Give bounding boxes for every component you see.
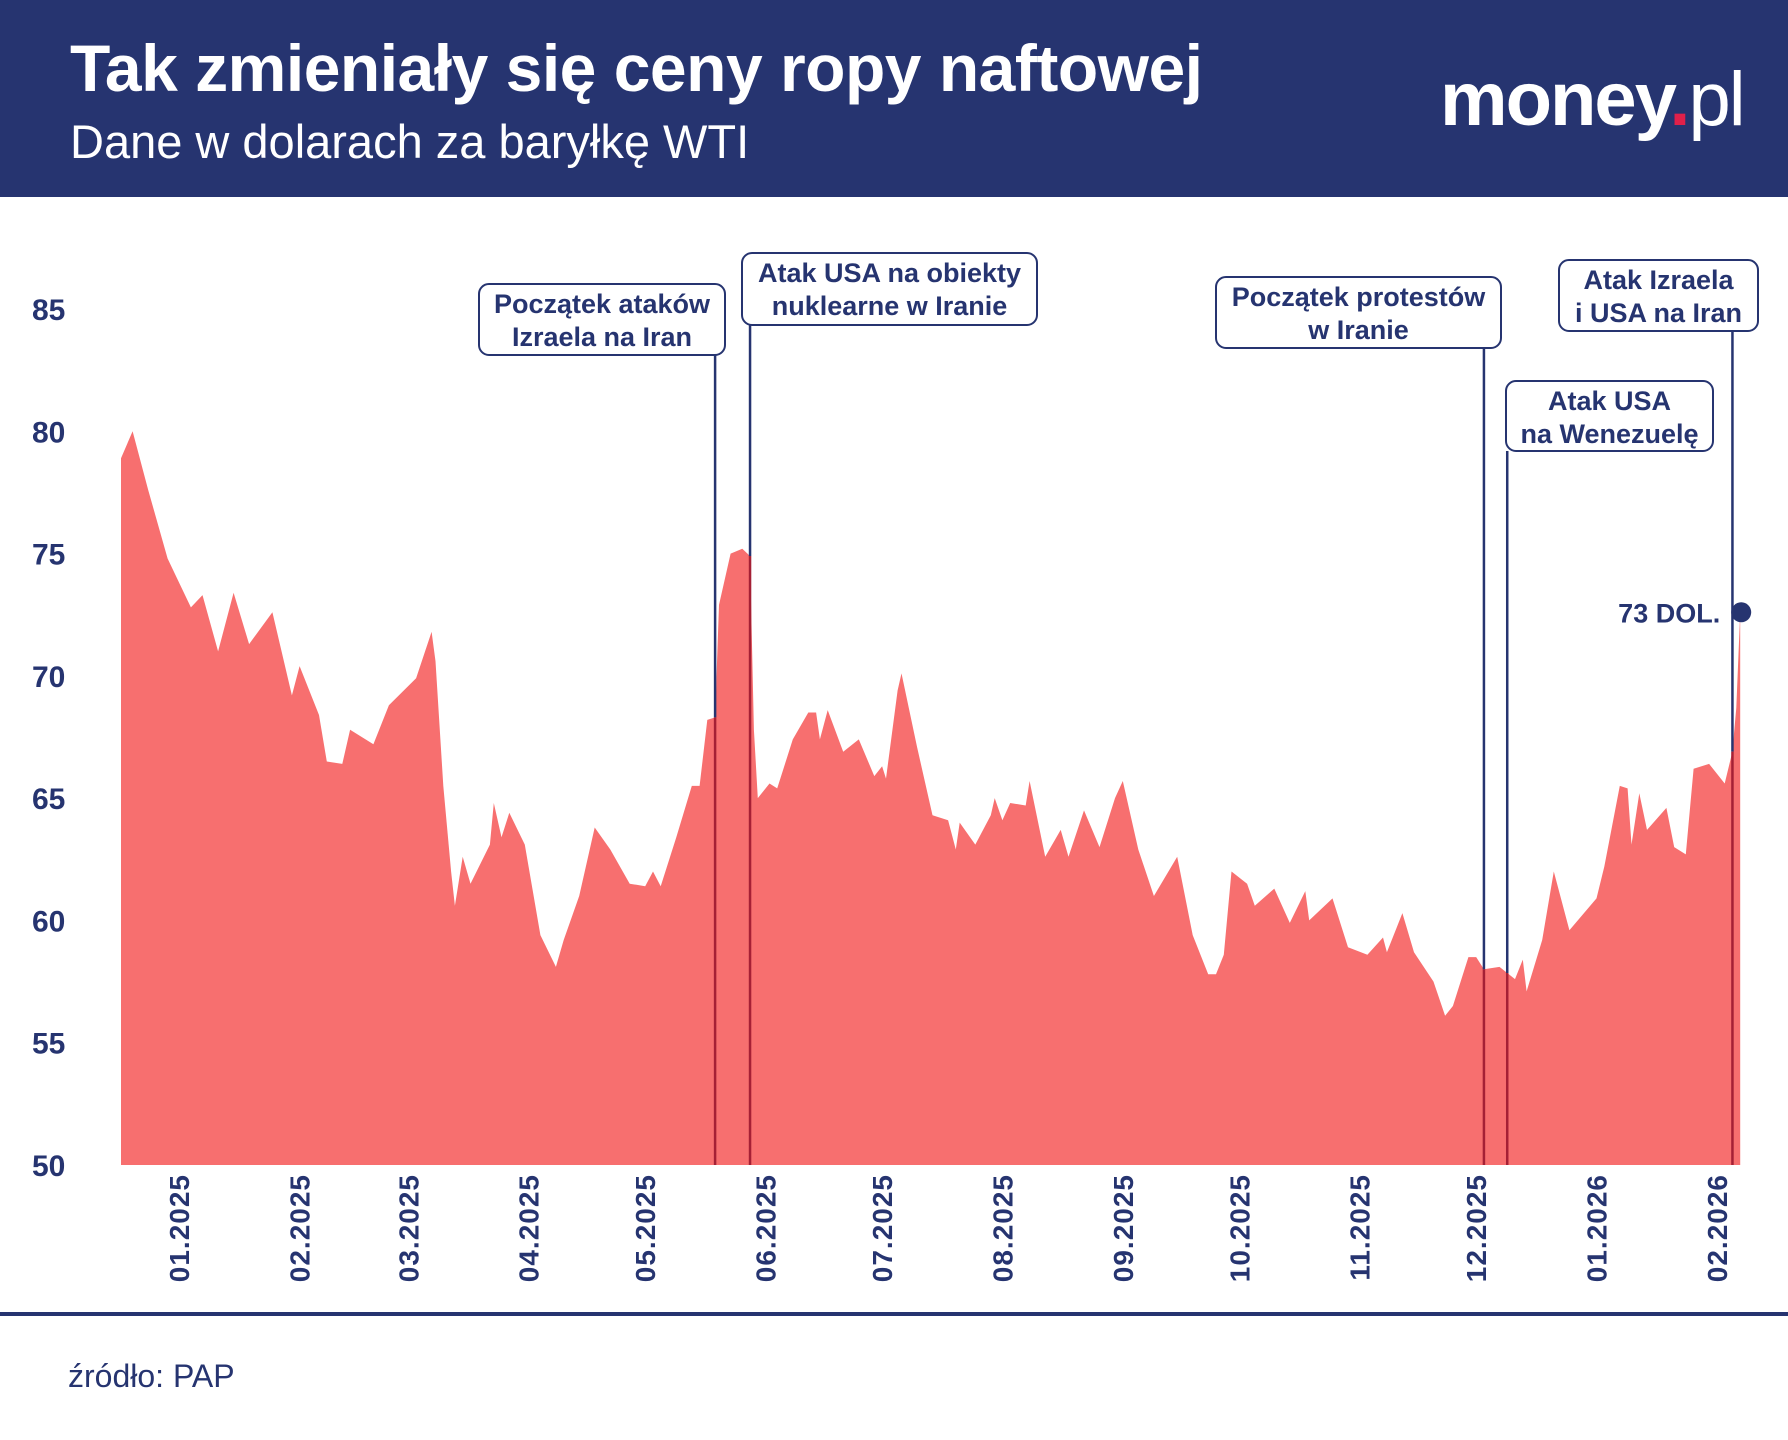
oil-price-chart: 50 55 60 65 70 75 80 85 01.2025 02.2025 03.2025 04.… — [32, 252, 1759, 1282]
price-area — [121, 431, 1741, 1165]
logo-main: money — [1440, 57, 1671, 142]
event-annotation-text: Atak USA — [1548, 386, 1671, 416]
event-annotation-text: Atak USA na obiekty — [758, 258, 1021, 288]
last-value-dot — [1731, 602, 1752, 623]
x-tick-label: 07.2025 — [867, 1174, 898, 1282]
logo-suffix: pl — [1688, 57, 1745, 142]
event-annotation-box — [1215, 276, 1502, 349]
event-annotation-text: Początek ataków — [494, 289, 711, 319]
bottom-divider — [0, 1312, 1788, 1316]
event-annotation-text: Izraela na Iran — [512, 322, 692, 352]
source-note: źródło: PAP — [68, 1358, 235, 1394]
event-annotation-text: Atak Izraela — [1583, 265, 1734, 295]
x-tick-label: 04.2025 — [514, 1174, 545, 1282]
x-tick-label: 12.2025 — [1461, 1174, 1492, 1282]
y-tick-label: 80 — [32, 416, 65, 449]
y-tick-label: 50 — [32, 1150, 65, 1183]
event-annotation-text: na Wenezuelę — [1520, 419, 1698, 449]
y-tick-label: 60 — [32, 905, 65, 938]
x-tick-label: 05.2025 — [630, 1174, 661, 1282]
header: Tak zmieniały się ceny ropy naftowej Dan… — [0, 0, 1788, 197]
y-tick-label: 70 — [32, 661, 65, 694]
x-tick-label: 02.2025 — [285, 1174, 316, 1282]
event-annotation-box — [478, 283, 726, 356]
x-tick-label: 11.2025 — [1345, 1174, 1376, 1281]
chart-title: Tak zmieniały się ceny ropy naftowej — [70, 31, 1203, 105]
x-tick-label: 08.2025 — [987, 1174, 1018, 1282]
x-tick-label: 09.2025 — [1108, 1174, 1139, 1282]
y-tick-label: 85 — [32, 294, 65, 327]
event-annotation-text: Początek protestów — [1232, 282, 1487, 312]
y-tick-label: 65 — [32, 783, 65, 816]
event-annotation-box — [1558, 259, 1759, 332]
y-tick-label: 75 — [32, 539, 65, 572]
x-tick-label: 06.2025 — [751, 1174, 782, 1282]
chart-subtitle: Dane w dolarach za baryłkę WTI — [70, 115, 750, 168]
x-tick-label: 02.2026 — [1702, 1174, 1733, 1282]
x-tick-label: 10.2025 — [1224, 1174, 1255, 1282]
x-tick-label: 03.2025 — [393, 1174, 424, 1282]
event-annotation-text: i USA na Iran — [1575, 298, 1742, 328]
event-annotation-text: w Iranie — [1307, 315, 1409, 345]
y-tick-label: 55 — [32, 1028, 65, 1061]
event-annotation-box — [1505, 380, 1714, 452]
last-value-label: 73 DOL. — [1618, 598, 1720, 628]
logo-dot: . — [1669, 57, 1690, 142]
x-tick-label: 01.2025 — [164, 1174, 195, 1282]
event-annotation-text: nuklearne w Iranie — [772, 291, 1008, 321]
event-annotation-box — [741, 252, 1038, 326]
x-tick-label: 01.2026 — [1582, 1174, 1613, 1282]
money-pl-logo: money.pl — [1440, 56, 1746, 143]
